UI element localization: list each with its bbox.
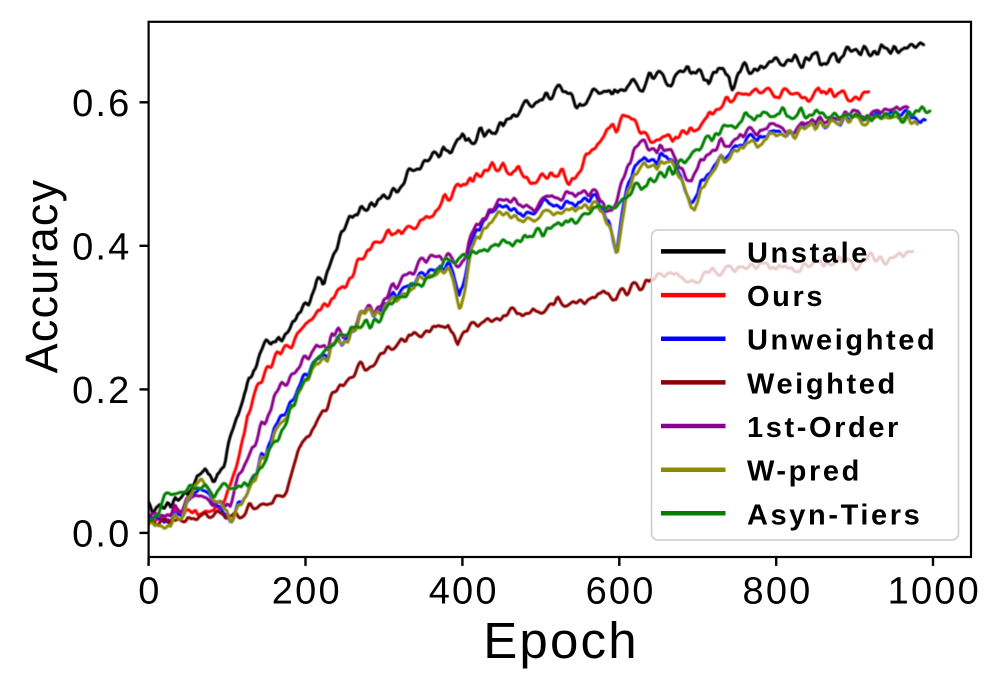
svg-text:W-pred: W-pred xyxy=(747,456,862,488)
svg-text:600: 600 xyxy=(586,571,656,613)
svg-text:1st-Order: 1st-Order xyxy=(747,412,901,444)
svg-text:0.0: 0.0 xyxy=(72,513,131,555)
svg-text:1000: 1000 xyxy=(888,571,981,613)
svg-text:Asyn-Tiers: Asyn-Tiers xyxy=(747,499,922,531)
svg-text:0: 0 xyxy=(138,571,161,613)
svg-text:Weighted: Weighted xyxy=(747,368,898,400)
svg-text:0.2: 0.2 xyxy=(72,370,131,412)
svg-text:400: 400 xyxy=(429,571,499,613)
svg-text:Accuracy: Accuracy xyxy=(16,179,67,374)
svg-text:0.6: 0.6 xyxy=(72,83,131,125)
svg-text:Ours: Ours xyxy=(747,281,825,313)
svg-text:Unstale: Unstale xyxy=(747,237,870,269)
svg-text:Epoch: Epoch xyxy=(483,612,639,669)
svg-text:Unweighted: Unweighted xyxy=(747,325,937,357)
svg-text:800: 800 xyxy=(742,571,812,613)
svg-text:0.4: 0.4 xyxy=(72,226,131,268)
svg-text:200: 200 xyxy=(272,571,342,613)
